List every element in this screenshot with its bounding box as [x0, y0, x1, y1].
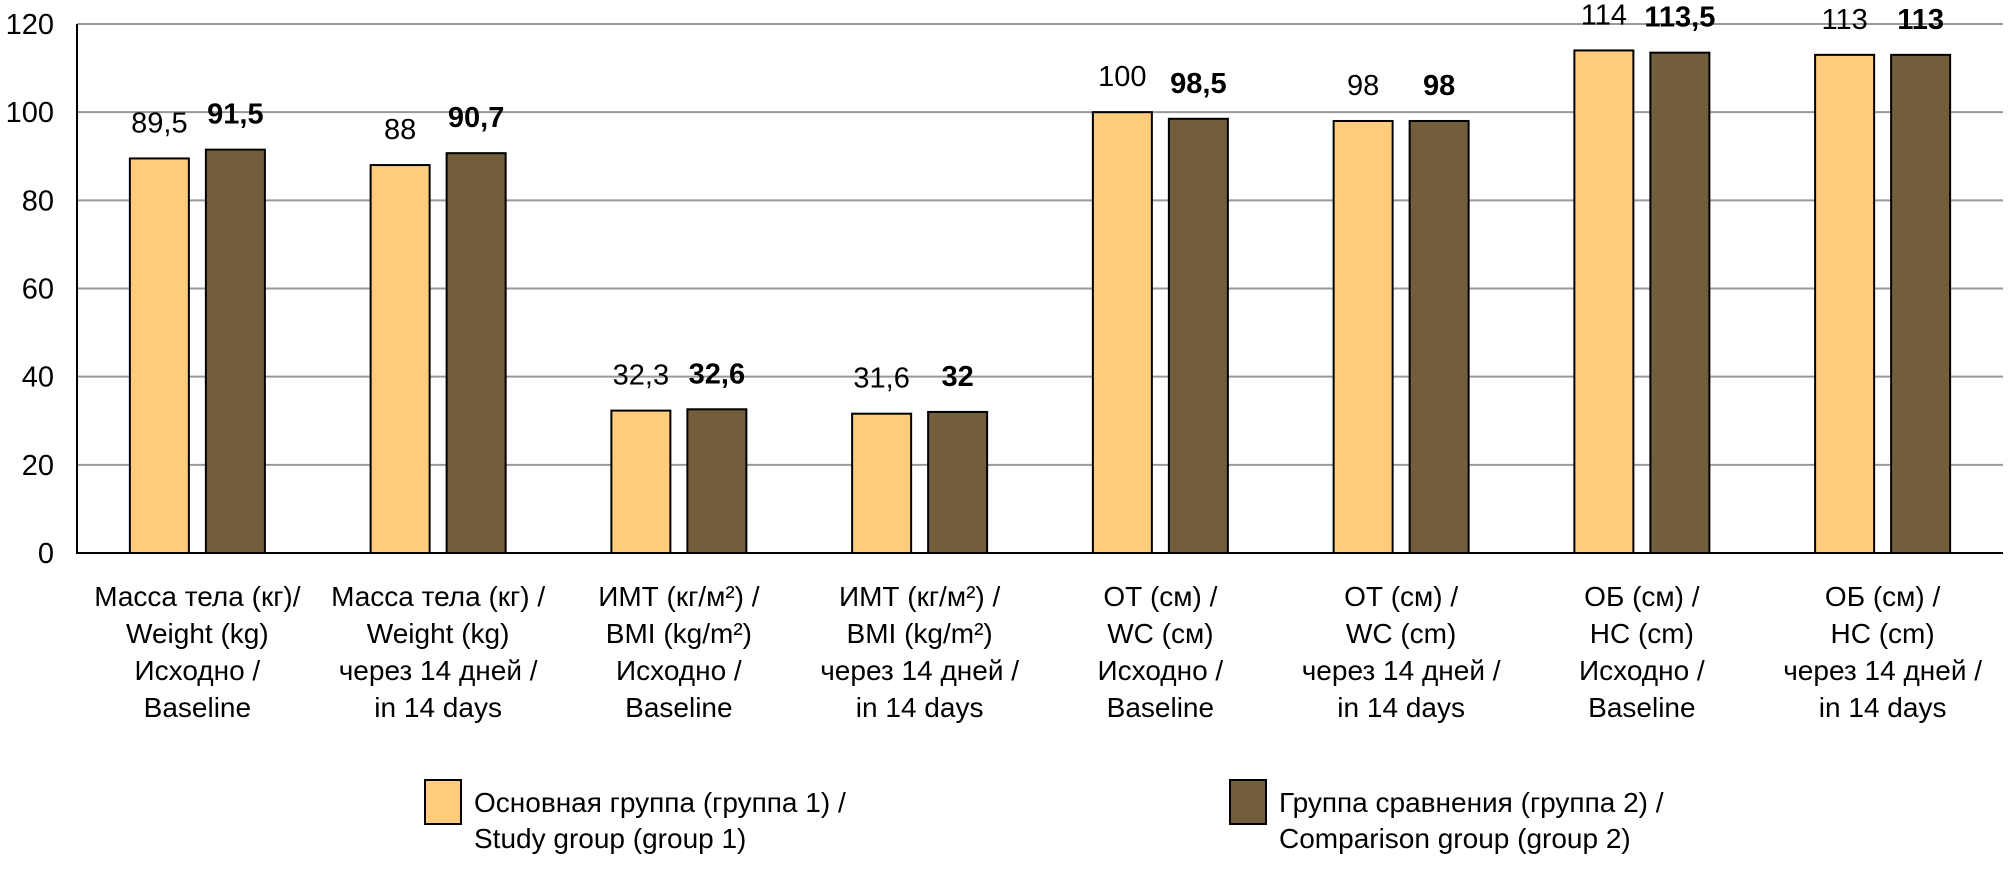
x-tick-label-line: через 14 дней / — [1302, 655, 1501, 686]
value-label: 89,5 — [131, 107, 187, 139]
value-label: 113 — [1897, 4, 1944, 36]
x-tick-label-line: in 14 days — [856, 692, 984, 723]
x-tick-label-line: BMI (kg/m²) — [847, 618, 993, 649]
y-tick-label: 100 — [6, 97, 54, 129]
value-labels: 89,5 88 32,3 31,6 100 98 114 113 91,5 90,7 32,6 32 9… — [131, 0, 1944, 395]
x-tick-label-line: ОТ (см) / — [1344, 581, 1458, 612]
value-label: 98,5 — [1170, 68, 1226, 100]
x-tick-label-line: Исходно / — [1098, 655, 1224, 686]
y-tick-label: 80 — [22, 185, 54, 217]
value-label: 31,6 — [853, 363, 909, 395]
y-axis-ticks: 0 20 40 60 80 100 120 — [6, 9, 54, 570]
legend-label-line: Основная группа (группа 1) / — [474, 787, 846, 818]
x-tick-label-line: Baseline — [1588, 692, 1695, 723]
bar-series-1-cat-1 — [128, 157, 190, 554]
value-label: 113 — [1822, 4, 1868, 36]
x-tick-label-line: Исходно / — [616, 655, 742, 686]
bar-series-1-cat-4 — [851, 412, 913, 554]
x-tick-label-line: Масса тела (кг) / — [331, 581, 545, 612]
bar-series-2-cat-2 — [445, 152, 507, 555]
x-tick-label: Масса тела (кг)/ Weight (kg) Исходно / Base… — [94, 581, 301, 723]
y-tick-label: 60 — [22, 274, 54, 306]
y-tick-label: 20 — [22, 450, 54, 482]
bar-series-2-cat-8 — [1890, 53, 1952, 554]
x-tick-label-line: Исходно / — [135, 655, 261, 686]
value-label: 100 — [1098, 61, 1146, 93]
x-tick-label: ОБ (см) / HC (cm) через 14 дней / in 14 day… — [1783, 581, 1982, 723]
bar-series-1-cat-5 — [1091, 111, 1153, 555]
x-tick-label-line: через 14 дней / — [820, 655, 1019, 686]
x-tick-label: ОБ (см) / HC (cm) Исходно / Baseline — [1579, 581, 1705, 723]
x-tick-label-line: Baseline — [1107, 692, 1214, 723]
legend-swatch-2 — [1229, 779, 1267, 825]
bar-series-2-cat-5 — [1167, 117, 1229, 554]
legend: Основная группа (группа 1) / Study group … — [424, 779, 1664, 854]
legend-label-1: Основная группа (группа 1) / Study group … — [474, 787, 846, 854]
x-tick-label-line: WC (см) — [1107, 618, 1213, 649]
x-tick-label-line: in 14 days — [1337, 692, 1465, 723]
x-axis-labels: Масса тела (кг)/ Weight (kg) Исходно / Base… — [94, 581, 1982, 723]
x-tick-label-line: ИМТ (кг/м²) / — [839, 581, 1001, 612]
value-label: 32,3 — [613, 360, 669, 392]
legend-label-line: Study group (group 1) — [474, 823, 746, 854]
x-tick-label-line: WC (cm) — [1346, 618, 1456, 649]
gridlines — [77, 23, 2003, 466]
x-tick-label-line: HC (cm) — [1831, 618, 1935, 649]
x-tick-label-line: Baseline — [144, 692, 251, 723]
bar-series-2-cat-6 — [1408, 119, 1470, 554]
value-label: 32 — [941, 361, 973, 393]
y-tick-label: 0 — [38, 538, 54, 570]
value-label: 113,5 — [1644, 2, 1715, 34]
legend-label-2: Группа сравнения (группа 2) / Comparison … — [1279, 787, 1664, 854]
bar-series-2-cat-4 — [927, 410, 989, 554]
x-tick-label-line: Weight (kg) — [126, 618, 269, 649]
x-tick-label: Масса тела (кг) / Weight (kg) через 14 дне… — [331, 581, 545, 723]
x-tick-label: ИМТ (кг/м²) / BMI (kg/m²) Исходно / Baselin… — [598, 581, 760, 723]
x-tick-label-line: BMI (kg/m²) — [606, 618, 752, 649]
bar-series-1-cat-8 — [1814, 53, 1876, 554]
value-label: 114 — [1581, 0, 1627, 31]
value-label: 32,6 — [689, 358, 745, 390]
x-tick-label: ОТ (см) / WC (cm) через 14 дней / in 14 day… — [1302, 581, 1501, 723]
x-tick-label-line: ОБ (см) / — [1825, 581, 1941, 612]
value-label: 98 — [1347, 70, 1379, 102]
x-tick-label-line: ОБ (см) / — [1584, 581, 1700, 612]
x-tick-label-line: ИМТ (кг/м²) / — [598, 581, 760, 612]
bar-series-1-cat-3 — [610, 409, 672, 554]
bar-series-1-cat-6 — [1332, 119, 1394, 554]
value-label: 88 — [384, 114, 416, 146]
x-tick-label-line: Исходно / — [1579, 655, 1705, 686]
x-tick-label-line: Baseline — [625, 692, 732, 723]
legend-label-line: Группа сравнения (группа 2) / — [1279, 787, 1664, 818]
legend-swatch-1 — [424, 779, 462, 825]
x-tick-label: ОТ (см) / WC (см) Исходно / Baseline — [1098, 581, 1224, 723]
bars — [128, 49, 1952, 555]
value-label: 90,7 — [448, 102, 504, 134]
value-label: 91,5 — [207, 99, 263, 131]
value-label: 98 — [1423, 70, 1455, 102]
x-tick-label: ИМТ (кг/м²) / BMI (kg/m²) через 14 дней / i… — [820, 581, 1019, 723]
axes — [76, 24, 2003, 554]
y-tick-label: 120 — [6, 9, 54, 41]
bar-series-1-cat-2 — [369, 164, 431, 554]
y-tick-label: 40 — [22, 362, 54, 394]
bar-series-1-cat-7 — [1573, 49, 1635, 554]
x-tick-label-line: Масса тела (кг)/ — [94, 581, 301, 612]
x-tick-label-line: ОТ (см) / — [1103, 581, 1217, 612]
bar-series-2-cat-3 — [686, 408, 748, 554]
x-tick-label-line: HC (cm) — [1590, 618, 1694, 649]
x-tick-label-line: через 14 дней / — [339, 655, 538, 686]
bar-series-2-cat-1 — [204, 148, 266, 554]
x-tick-label-line: через 14 дней / — [1783, 655, 1982, 686]
bar-series-2-cat-7 — [1649, 51, 1711, 554]
legend-label-line: Comparison group (group 2) — [1279, 823, 1631, 854]
x-tick-label-line: Weight (kg) — [367, 618, 510, 649]
x-tick-label-line: in 14 days — [374, 692, 502, 723]
x-tick-label-line: in 14 days — [1819, 692, 1947, 723]
